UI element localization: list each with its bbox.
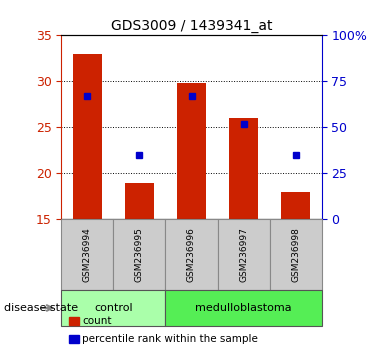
Text: GSM236998: GSM236998 bbox=[291, 227, 300, 282]
Bar bbox=[229, 118, 258, 219]
Bar bbox=[125, 183, 154, 219]
Text: count: count bbox=[82, 316, 112, 326]
Bar bbox=[177, 83, 206, 219]
Text: GSM236997: GSM236997 bbox=[239, 227, 248, 282]
Text: GSM236995: GSM236995 bbox=[135, 227, 144, 282]
Title: GDS3009 / 1439341_at: GDS3009 / 1439341_at bbox=[111, 19, 272, 33]
Text: GSM236996: GSM236996 bbox=[187, 227, 196, 282]
Text: disease state: disease state bbox=[4, 303, 78, 313]
Text: percentile rank within the sample: percentile rank within the sample bbox=[82, 334, 258, 344]
Bar bbox=[73, 54, 101, 219]
Text: GSM236994: GSM236994 bbox=[83, 228, 92, 282]
Text: medulloblastoma: medulloblastoma bbox=[195, 303, 292, 313]
Bar bbox=[282, 192, 310, 219]
Text: control: control bbox=[94, 303, 133, 313]
